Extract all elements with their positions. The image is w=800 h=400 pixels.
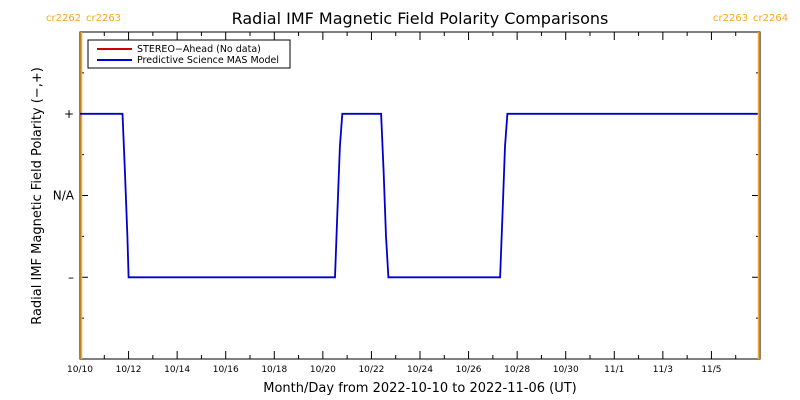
carrington-rotation-labels: cr2262 cr2263 cr2263 cr2264 bbox=[46, 13, 788, 24]
x-tick-label: 11/5 bbox=[701, 365, 721, 375]
y-tick-label: – bbox=[68, 270, 74, 284]
carrington-markers bbox=[80, 32, 760, 359]
carrington-label-left: cr2262 bbox=[46, 13, 81, 24]
x-tick-label: 11/1 bbox=[604, 365, 624, 375]
x-tick-label: 10/10 bbox=[67, 365, 93, 375]
x-axis-ticks: 10/10 10/12 10/14 10/16 10/18 10/20 10/22 10/24… bbox=[67, 32, 737, 375]
carrington-label-left: cr2263 bbox=[713, 13, 748, 24]
series-lines bbox=[80, 112, 758, 279]
x-axis-label: Month/Day from 2022-10-10 to 2022-11-06 … bbox=[263, 381, 576, 396]
x-tick-label: 11/3 bbox=[653, 365, 673, 375]
x-tick-label: 10/24 bbox=[407, 365, 433, 375]
y-axis-ticks: + N/A – bbox=[53, 72, 760, 319]
chart-title: Radial IMF Magnetic Field Polarity Compa… bbox=[232, 9, 609, 28]
carrington-label-right: cr2263 bbox=[86, 13, 121, 24]
y-axis-label: Radial IMF Magnetic Field Polarity (−,+) bbox=[30, 67, 45, 325]
x-tick-label: 10/20 bbox=[310, 365, 336, 375]
x-tick-label: 10/30 bbox=[553, 365, 579, 375]
legend-box bbox=[87, 39, 291, 69]
legend: STEREO−Ahead (No data) Predictive Scienc… bbox=[87, 39, 291, 69]
x-tick-label: 10/14 bbox=[164, 365, 190, 375]
y-tick-label: + bbox=[64, 107, 74, 121]
legend-label-mas-model: Predictive Science MAS Model bbox=[137, 55, 279, 66]
x-tick-label: 10/22 bbox=[358, 365, 384, 375]
legend-label-stereo: STEREO−Ahead (No data) bbox=[137, 44, 261, 55]
x-tick-label: 10/12 bbox=[116, 365, 142, 375]
series-line-mas-model bbox=[80, 112, 758, 279]
x-tick-label: 10/18 bbox=[261, 365, 287, 375]
y-tick-label: N/A bbox=[53, 189, 75, 203]
carrington-label-right: cr2264 bbox=[753, 13, 788, 24]
x-tick-label: 10/28 bbox=[504, 365, 530, 375]
plot-frame bbox=[79, 31, 761, 360]
x-tick-label: 10/26 bbox=[456, 365, 482, 375]
x-tick-label: 10/16 bbox=[213, 365, 239, 375]
